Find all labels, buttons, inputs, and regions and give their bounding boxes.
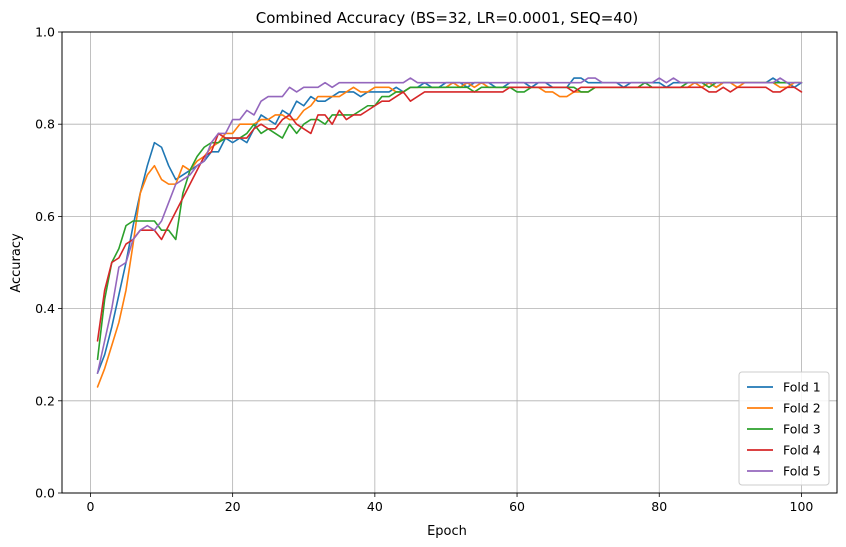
y-tick-label: 1.0 xyxy=(35,25,55,40)
y-tick-label: 0.8 xyxy=(35,117,55,132)
series-lines xyxy=(96,77,803,388)
x-tick-label: 20 xyxy=(225,499,241,514)
legend-label-fold-4: Fold 4 xyxy=(783,443,821,458)
x-tick-label: 40 xyxy=(367,499,383,514)
x-axis-label: Epoch xyxy=(427,524,467,539)
chart-title: Combined Accuracy (BS=32, LR=0.0001, SEQ… xyxy=(256,9,639,27)
x-tick-label: 0 xyxy=(86,499,94,514)
x-tick-label: 100 xyxy=(790,499,814,514)
x-tick-label: 60 xyxy=(509,499,525,514)
plot-frame xyxy=(61,31,838,494)
y-tick-label: 0.4 xyxy=(35,301,55,316)
legend-label-fold-2: Fold 2 xyxy=(783,401,821,416)
y-tick-label: 0.0 xyxy=(35,486,55,501)
y-tick-label: 0.6 xyxy=(35,209,55,224)
axis-ticks: 0 20 40 60 80 100 0.0 0.2 0.4 0.6 0.8 1.0 xyxy=(35,25,813,515)
y-tick-label: 0.2 xyxy=(35,393,55,408)
legend-label-fold-3: Fold 3 xyxy=(783,422,821,437)
legend-label-fold-5: Fold 5 xyxy=(783,464,821,479)
legend-box xyxy=(738,371,830,486)
x-tick-label: 80 xyxy=(651,499,667,514)
series-line-fold-5 xyxy=(96,77,803,374)
y-axis-label: Accuracy xyxy=(9,233,24,293)
series-line-fold-4 xyxy=(96,86,803,342)
legend-label-fold-1: Fold 1 xyxy=(783,380,821,395)
legend: Fold 1 Fold 2 Fold 3 Fold 4 Fold 5 xyxy=(738,371,830,486)
